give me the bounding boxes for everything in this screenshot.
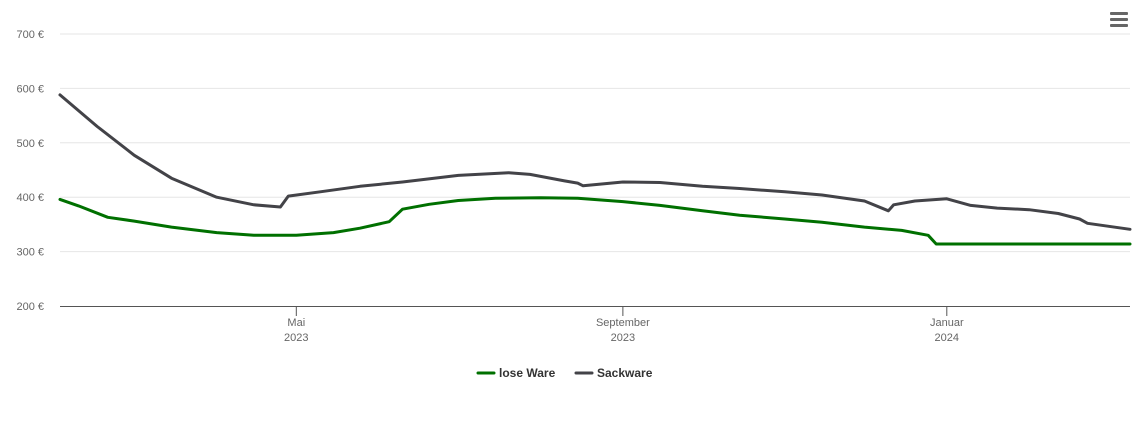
hamburger-menu-icon[interactable] xyxy=(1110,12,1128,28)
x-tick-month-label: September xyxy=(596,317,650,329)
menu-bar xyxy=(1110,18,1128,21)
y-tick-label: 300 € xyxy=(16,247,44,259)
x-tick-month-label: Mai xyxy=(287,317,305,329)
legend-label: Sackware xyxy=(597,366,653,380)
y-tick-label: 600 € xyxy=(16,83,44,95)
x-tick-year-label: 2023 xyxy=(284,332,308,344)
menu-bar xyxy=(1110,24,1128,27)
series-line-0[interactable] xyxy=(58,196,1132,246)
y-tick-label: 700 € xyxy=(16,29,44,41)
legend-item[interactable]: Sackware xyxy=(574,366,653,380)
x-tick-month-label: Januar xyxy=(930,317,964,329)
menu-bar xyxy=(1110,12,1128,15)
x-tick-year-label: 2024 xyxy=(935,332,959,344)
y-tick-label: 400 € xyxy=(16,192,44,204)
series-line-1[interactable] xyxy=(58,93,1132,231)
y-tick-label: 200 € xyxy=(16,301,44,313)
legend-item[interactable]: lose Ware xyxy=(476,366,556,380)
grid: 200 € 300 € 400 € 500 € 600 € 700 € xyxy=(16,29,1130,313)
legend-label: lose Ware xyxy=(499,366,556,380)
series-layer xyxy=(58,93,1132,246)
x-axis: Mai 2023 September 2023 Januar 2024 xyxy=(60,306,1130,344)
x-tick-year-label: 2023 xyxy=(611,332,635,344)
legend[interactable]: lose Ware Sackware xyxy=(476,366,653,380)
y-tick-label: 500 € xyxy=(16,138,44,150)
